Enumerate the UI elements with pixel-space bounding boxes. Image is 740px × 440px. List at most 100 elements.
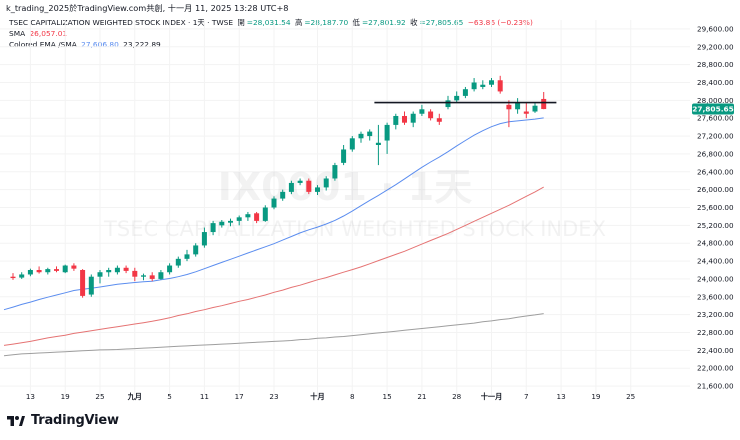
candle: [228, 218, 233, 227]
candle-body: [201, 232, 207, 246]
grid: [0, 20, 690, 395]
candle-body: [402, 115, 407, 123]
candle: [27, 268, 33, 277]
open-label: 開: [237, 18, 245, 27]
candle-body: [132, 270, 138, 277]
x-tick-label: 九月: [127, 392, 142, 401]
y-tick-label: 25,600.00: [697, 203, 734, 212]
symbol-name[interactable]: TSEC CAPITALIZATION WEIGHTED STOCK INDEX…: [9, 18, 234, 27]
x-tick-label: 13: [26, 392, 35, 401]
y-axis[interactable]: 29,600.00 29,200.00 28,800.00 28,400.00 28,0…: [697, 24, 734, 390]
x-axis[interactable]: 13 19 25 九月 5 11 17 23 十月 8 15 21 28 十一月 7 13 19 25: [26, 392, 635, 401]
low-label: 低: [352, 18, 360, 27]
candle: [541, 91, 547, 110]
candle: [210, 220, 216, 236]
candle-body: [506, 104, 512, 110]
candle-body: [149, 275, 155, 279]
y-tick-label: 22,400.00: [697, 346, 734, 355]
candle-body: [254, 213, 260, 221]
candle: [428, 109, 434, 121]
y-tick-label: 25,200.00: [697, 221, 734, 230]
change-value: −63.86 (−0.23%): [467, 18, 533, 27]
tradingview-logo-icon: [7, 415, 25, 426]
candle-body: [141, 275, 146, 277]
y-tick-label: 24,000.00: [697, 274, 734, 283]
series-sma: [3, 186, 544, 346]
y-tick-label: 29,600.00: [697, 24, 734, 33]
candle-body: [532, 105, 538, 112]
y-tick-label: 29,200.00: [697, 42, 734, 51]
candle-body: [306, 180, 312, 192]
sma-value: 26,057.01: [29, 29, 68, 38]
candle-body: [297, 180, 303, 183]
candle: [106, 267, 112, 277]
candle-body: [410, 113, 416, 123]
candle: [384, 122, 390, 154]
candle-body: [236, 217, 242, 221]
candle: [288, 180, 294, 195]
candle: [393, 113, 399, 130]
candle-body: [315, 187, 320, 192]
candle: [114, 265, 120, 275]
candle-body: [193, 245, 199, 255]
candle-body: [45, 269, 51, 273]
x-tick-label: 十月: [310, 392, 324, 401]
candle-body: [62, 265, 68, 273]
candle: [10, 273, 16, 280]
candle-body: [271, 198, 277, 208]
y-tick-label: 26,400.00: [697, 167, 734, 176]
candle: [97, 270, 103, 284]
candle-body: [184, 254, 190, 259]
x-tick-label: 25: [95, 392, 104, 401]
candle-body: [393, 115, 399, 125]
tradingview-brand[interactable]: TradingView: [6, 413, 119, 428]
candle-body: [97, 272, 103, 277]
candle-body: [480, 84, 486, 87]
candle: [19, 272, 25, 279]
candle-body: [80, 270, 86, 296]
candle: [471, 78, 477, 92]
candle-body: [375, 142, 381, 145]
candle-body: [158, 272, 164, 279]
candle: [262, 205, 268, 222]
candle-body: [27, 270, 33, 275]
close-value: =27,805.65: [419, 18, 464, 27]
last-price-tag: 27,805.65: [692, 103, 734, 115]
x-tick-label: 15: [383, 392, 392, 401]
ema-value-2: 23,222.89: [123, 40, 161, 49]
moving-average-lines: [3, 117, 544, 357]
candle-body: [541, 98, 547, 110]
candle: [419, 104, 425, 116]
high-label: 高: [294, 18, 303, 27]
candle-body: [175, 258, 181, 266]
candle-body: [114, 267, 120, 273]
x-tick-label: 8: [350, 392, 355, 401]
candle: [254, 211, 260, 224]
candle-body: [19, 274, 25, 278]
chart-legend: TSEC CAPITALIZATION WEIGHTED STOCK INDEX…: [9, 17, 535, 50]
candle-body: [71, 265, 77, 269]
candle: [123, 265, 129, 274]
candle-body: [54, 269, 59, 271]
candle-body: [332, 165, 338, 179]
sma-row[interactable]: SMA 26,057.01: [9, 28, 535, 39]
candle: [71, 263, 77, 271]
candle-body: [462, 89, 468, 96]
candle: [523, 102, 529, 119]
candle: [454, 91, 460, 103]
x-tick-label: 25: [626, 392, 635, 401]
candle: [80, 269, 86, 298]
candle: [271, 196, 277, 210]
candle: [315, 185, 320, 195]
y-tick-label: 24,800.00: [697, 239, 734, 248]
candle-body: [515, 102, 521, 110]
candle: [497, 75, 503, 94]
candle: [167, 263, 173, 275]
candle: [297, 178, 303, 186]
candle-body: [436, 118, 442, 122]
candle-body: [471, 82, 477, 90]
candle: [323, 176, 329, 191]
brand-name: TradingView: [31, 413, 119, 428]
candle-body: [523, 111, 529, 114]
